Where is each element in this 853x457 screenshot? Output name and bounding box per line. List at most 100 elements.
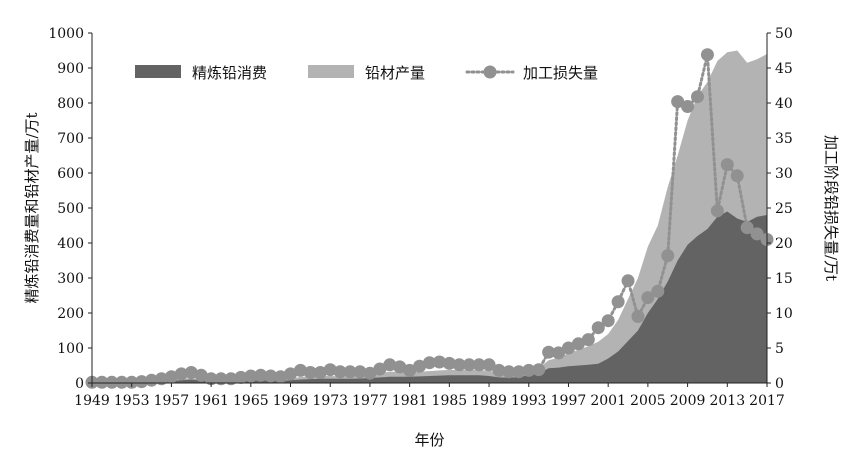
loss-point-1954 xyxy=(135,375,149,389)
loss-point-2005 xyxy=(641,291,655,305)
loss-point-1950 xyxy=(95,375,109,389)
loss-point-1965 xyxy=(244,369,258,383)
left-y-tick-label: 0 xyxy=(75,376,84,392)
loss-point-1953 xyxy=(125,375,139,389)
x-tick-label: 1953 xyxy=(114,393,150,409)
loss-point-1978 xyxy=(373,362,387,376)
loss-point-1975 xyxy=(343,365,357,379)
loss-point-1961 xyxy=(204,372,218,386)
loss-point-1966 xyxy=(254,368,268,382)
loss-point-1991 xyxy=(502,365,516,379)
loss-point-2013 xyxy=(720,158,734,172)
loss-point-1970 xyxy=(293,363,307,377)
legend-label-processing-loss: 加工损失量 xyxy=(523,64,598,82)
loss-point-1984 xyxy=(432,355,446,369)
right-y-tick-label: 30 xyxy=(775,166,793,182)
loss-point-1973 xyxy=(323,363,337,377)
x-tick-label: 1965 xyxy=(233,393,269,409)
x-tick-label: 1961 xyxy=(193,393,229,409)
legend-swatch-refined-lead xyxy=(135,65,181,78)
loss-point-1982 xyxy=(413,359,427,373)
loss-point-2014 xyxy=(730,169,744,183)
right-y-tick-label: 50 xyxy=(775,26,793,42)
loss-point-1964 xyxy=(234,370,248,384)
loss-point-2008 xyxy=(671,95,685,109)
loss-point-1993 xyxy=(522,363,536,377)
loss-point-1996 xyxy=(552,346,566,360)
loss-point-1981 xyxy=(403,363,417,377)
left-y-tick-label: 800 xyxy=(57,96,84,112)
left-y-tick-label: 500 xyxy=(57,201,84,217)
left-y-tick-label: 300 xyxy=(57,271,84,287)
loss-point-2015 xyxy=(740,221,754,235)
x-tick-label: 1969 xyxy=(273,393,309,409)
x-tick-label: 2017 xyxy=(749,393,785,409)
loss-point-1985 xyxy=(442,356,456,370)
loss-point-1988 xyxy=(472,358,486,372)
loss-point-1974 xyxy=(333,365,347,379)
loss-point-1957 xyxy=(164,370,178,384)
loss-point-2003 xyxy=(621,274,635,288)
loss-point-1983 xyxy=(423,356,436,370)
loss-point-1976 xyxy=(353,365,367,379)
loss-point-2007 xyxy=(661,249,675,263)
loss-point-2004 xyxy=(631,310,645,323)
x-tick-label: 1973 xyxy=(312,393,348,409)
loss-point-1951 xyxy=(105,375,119,389)
left-y-tick-label: 400 xyxy=(57,236,84,252)
area-refined-lead xyxy=(92,211,767,383)
loss-point-1995 xyxy=(542,345,556,359)
left-y-tick-label: 1000 xyxy=(48,26,84,42)
loss-point-2011 xyxy=(700,48,714,62)
left-y-tick-label: 100 xyxy=(57,341,84,357)
loss-point-2002 xyxy=(611,295,625,309)
x-tick-label: 2001 xyxy=(590,393,626,409)
x-tick-label: 1949 xyxy=(74,393,110,409)
x-tick-label: 1985 xyxy=(432,393,468,409)
left-y-axis-title: 精炼铅消费量和铅材产量/万t xyxy=(23,112,41,303)
loss-point-1998 xyxy=(571,337,585,351)
loss-point-1990 xyxy=(492,363,506,377)
left-y-tick-label: 600 xyxy=(57,166,84,182)
legend-label-lead-products: 铅材产量 xyxy=(365,64,425,82)
x-tick-label: 2009 xyxy=(670,393,706,409)
loss-point-1963 xyxy=(224,372,238,386)
area-layer xyxy=(92,50,767,383)
right-y-tick-label: 35 xyxy=(775,131,793,147)
legend-swatch-lead-products xyxy=(308,65,354,78)
right-y-tick-label: 5 xyxy=(775,341,784,357)
x-tick-label: 2013 xyxy=(709,393,745,409)
right-y-axis-title: 加工阶段铅损失量/万t xyxy=(822,135,840,281)
loss-point-1972 xyxy=(313,366,327,379)
loss-point-1986 xyxy=(452,358,466,372)
loss-point-1971 xyxy=(303,366,317,379)
loss-point-1958 xyxy=(174,367,188,381)
loss-point-1959 xyxy=(184,366,198,379)
x-tick-label: 1989 xyxy=(471,393,507,409)
loss-point-1979 xyxy=(383,358,397,372)
loss-point-1989 xyxy=(482,358,496,372)
loss-point-2012 xyxy=(710,204,724,218)
x-tick-label: 1977 xyxy=(352,393,388,409)
loss-point-2000 xyxy=(591,321,605,335)
x-tick-label: 1993 xyxy=(511,393,547,409)
left-y-tick-label: 200 xyxy=(57,306,84,322)
right-y-tick-label: 0 xyxy=(775,376,784,392)
legend-label-refined-lead: 精炼铅消费 xyxy=(192,64,267,82)
loss-point-1977 xyxy=(363,366,377,380)
loss-series-layer xyxy=(85,48,774,389)
loss-point-2001 xyxy=(601,314,615,328)
x-tick-label: 2005 xyxy=(630,393,666,409)
loss-point-1994 xyxy=(532,363,546,377)
tick-layer: 1949 1953 1957 1961 1965 1969 1973 1977 1981 1985… xyxy=(48,26,792,409)
x-tick-label: 1997 xyxy=(551,393,587,409)
loss-point-1962 xyxy=(214,372,228,386)
loss-point-1980 xyxy=(393,360,407,374)
loss-point-1952 xyxy=(115,375,129,389)
right-y-tick-label: 45 xyxy=(775,61,793,77)
right-y-tick-label: 20 xyxy=(775,236,793,252)
loss-point-1969 xyxy=(284,367,298,381)
loss-point-2009 xyxy=(681,100,695,113)
